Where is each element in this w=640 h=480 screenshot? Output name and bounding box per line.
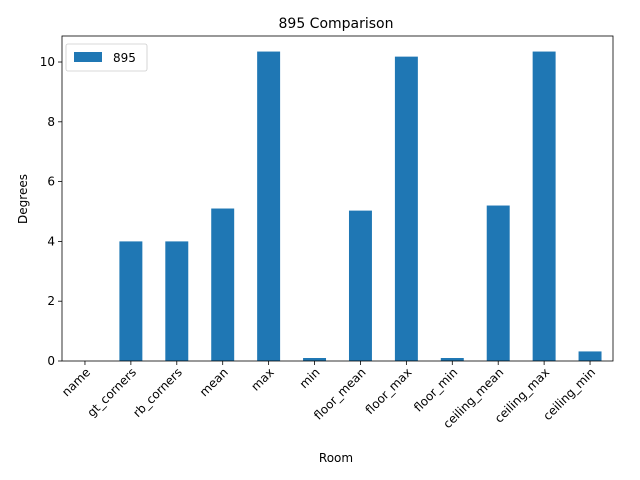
plot-frame xyxy=(61,35,614,362)
legend-frame xyxy=(65,43,148,72)
bar-min xyxy=(303,358,327,361)
x-axis-title: Room xyxy=(319,451,353,465)
bar-rb_corners xyxy=(165,241,189,361)
legend-label: 895 xyxy=(113,51,136,65)
bar-floor_max xyxy=(394,56,418,361)
y-axis-title: Degrees xyxy=(16,174,30,224)
bar-ceiling_max xyxy=(532,51,556,362)
bar-mean xyxy=(211,208,235,361)
y-tick-label: 4 xyxy=(47,234,55,248)
bar-ceiling_mean xyxy=(486,205,510,361)
y-tick-label: 6 xyxy=(47,175,55,189)
y-axis: 0 2 4 6 8 10 xyxy=(40,55,62,368)
bar-floor_mean xyxy=(348,210,372,361)
bar-ceiling_min xyxy=(578,351,602,361)
legend-swatch xyxy=(74,52,102,62)
bar-max xyxy=(257,51,281,362)
bar-series xyxy=(119,51,602,362)
bar-floor_min xyxy=(440,358,464,361)
y-tick-label: 10 xyxy=(40,55,55,69)
y-tick-label: 2 xyxy=(47,294,55,308)
y-tick-label: 8 xyxy=(47,115,55,129)
chart-title: 895 Comparison xyxy=(279,16,394,32)
legend: 895 xyxy=(65,43,148,72)
y-tick-label: 0 xyxy=(47,354,55,368)
bar-gt_corners xyxy=(119,241,143,361)
